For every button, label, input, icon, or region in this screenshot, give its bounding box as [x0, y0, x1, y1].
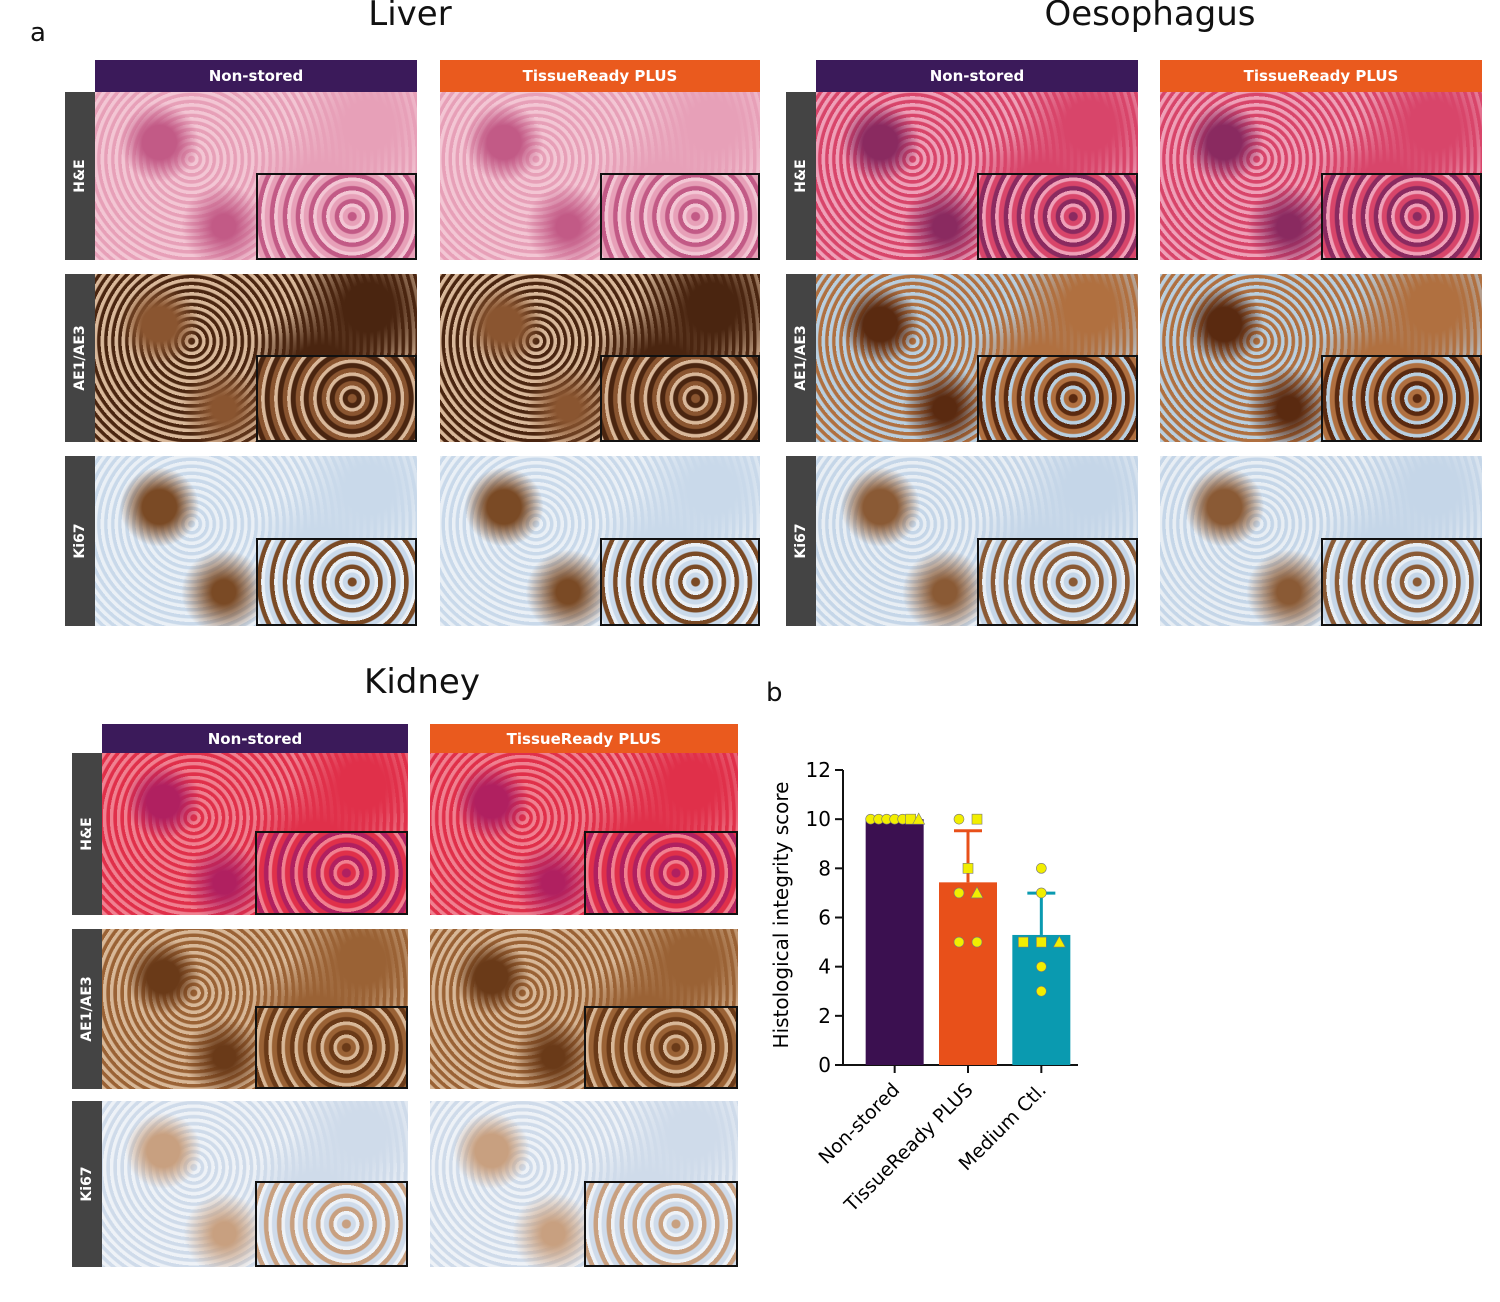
row-label-strip: Ki67	[72, 1101, 102, 1267]
histology-image	[1160, 92, 1482, 260]
y-tick-label: 2	[818, 1004, 831, 1028]
inset	[977, 537, 1138, 626]
histology-image	[95, 92, 417, 260]
data-point	[971, 936, 983, 948]
y-tick-label: 12	[806, 758, 831, 782]
row-label-strip: H&E	[786, 92, 816, 260]
column-header: Non-stored	[816, 60, 1138, 92]
inset	[584, 830, 738, 915]
column-header: TissueReady PLUS	[1160, 60, 1482, 92]
panel-title: Oesophagus	[1044, 0, 1256, 34]
data-point	[1036, 936, 1047, 948]
data-point	[1036, 863, 1047, 874]
data-point	[962, 863, 974, 874]
histology-image	[1160, 456, 1482, 626]
inset	[600, 537, 760, 626]
inset	[1321, 354, 1482, 442]
histology-image	[816, 274, 1138, 442]
row-label-strip: AE1/AE3	[786, 274, 816, 442]
inset	[600, 172, 760, 260]
y-tick-label: 8	[818, 856, 831, 880]
histology-image	[816, 92, 1138, 260]
data-point	[1036, 887, 1047, 899]
panel-label: a	[30, 18, 46, 48]
inset	[256, 172, 417, 260]
row-label-strip: H&E	[65, 92, 95, 260]
inset	[977, 172, 1138, 260]
row-label: H&E	[79, 817, 95, 851]
panel-label: b	[766, 678, 783, 708]
bar	[1012, 934, 1071, 1065]
histology-image	[102, 753, 408, 915]
y-axis-label: Histological integrity score	[769, 782, 793, 1049]
column-header: Non-stored	[95, 60, 417, 92]
column-header: Non-stored	[102, 724, 408, 753]
histology-image	[1160, 274, 1482, 442]
row-label: AE1/AE3	[72, 325, 88, 391]
inset	[255, 1180, 408, 1267]
data-point	[970, 886, 984, 899]
data-point	[1018, 936, 1029, 948]
data-point	[971, 813, 983, 825]
row-label-strip: Ki67	[65, 456, 95, 626]
data-point	[912, 812, 926, 825]
inset	[600, 354, 760, 442]
inset	[584, 1180, 738, 1267]
column-header: TissueReady PLUS	[430, 724, 738, 753]
y-tick-label: 6	[818, 906, 831, 930]
y-tick-label: 4	[818, 955, 831, 979]
histology-image	[102, 929, 408, 1089]
histology-image	[816, 456, 1138, 626]
inset	[256, 537, 417, 626]
histology-image	[95, 456, 417, 626]
data-point	[1052, 935, 1066, 948]
row-label-strip: AE1/AE3	[65, 274, 95, 442]
y-tick-label: 0	[818, 1053, 831, 1077]
row-label: AE1/AE3	[79, 976, 95, 1042]
data-point	[1036, 985, 1047, 997]
inset	[1321, 172, 1482, 260]
histology-image	[440, 274, 760, 442]
inset	[1321, 537, 1482, 626]
row-label: AE1/AE3	[793, 325, 809, 391]
panel-title: Kidney	[364, 662, 480, 702]
data-point	[953, 813, 965, 825]
inset	[255, 830, 408, 915]
histology-image	[440, 92, 760, 260]
histology-image	[430, 929, 738, 1089]
row-label-strip: AE1/AE3	[72, 929, 102, 1089]
row-label-strip: H&E	[72, 753, 102, 915]
panel-title: Liver	[368, 0, 452, 34]
bar	[865, 819, 924, 1065]
inset	[255, 1005, 408, 1089]
row-label: Ki67	[72, 523, 88, 559]
data-point	[953, 936, 965, 948]
row-label: H&E	[793, 159, 809, 193]
inset	[584, 1005, 738, 1089]
histology-image	[430, 1101, 738, 1267]
row-label: Ki67	[793, 523, 809, 559]
y-tick-label: 10	[806, 807, 831, 831]
inset	[977, 354, 1138, 442]
row-label-strip: Ki67	[786, 456, 816, 626]
histology-image	[95, 274, 417, 442]
row-label: H&E	[72, 159, 88, 193]
inset	[256, 354, 417, 442]
row-label: Ki67	[79, 1166, 95, 1202]
data-point	[1036, 961, 1047, 972]
data-point	[953, 887, 965, 899]
histology-image	[430, 753, 738, 915]
histology-image	[102, 1101, 408, 1267]
bar	[939, 882, 997, 1065]
histology-image	[440, 456, 760, 626]
column-header: TissueReady PLUS	[440, 60, 760, 92]
x-tick-label: TissueReady PLUS	[840, 1079, 978, 1217]
